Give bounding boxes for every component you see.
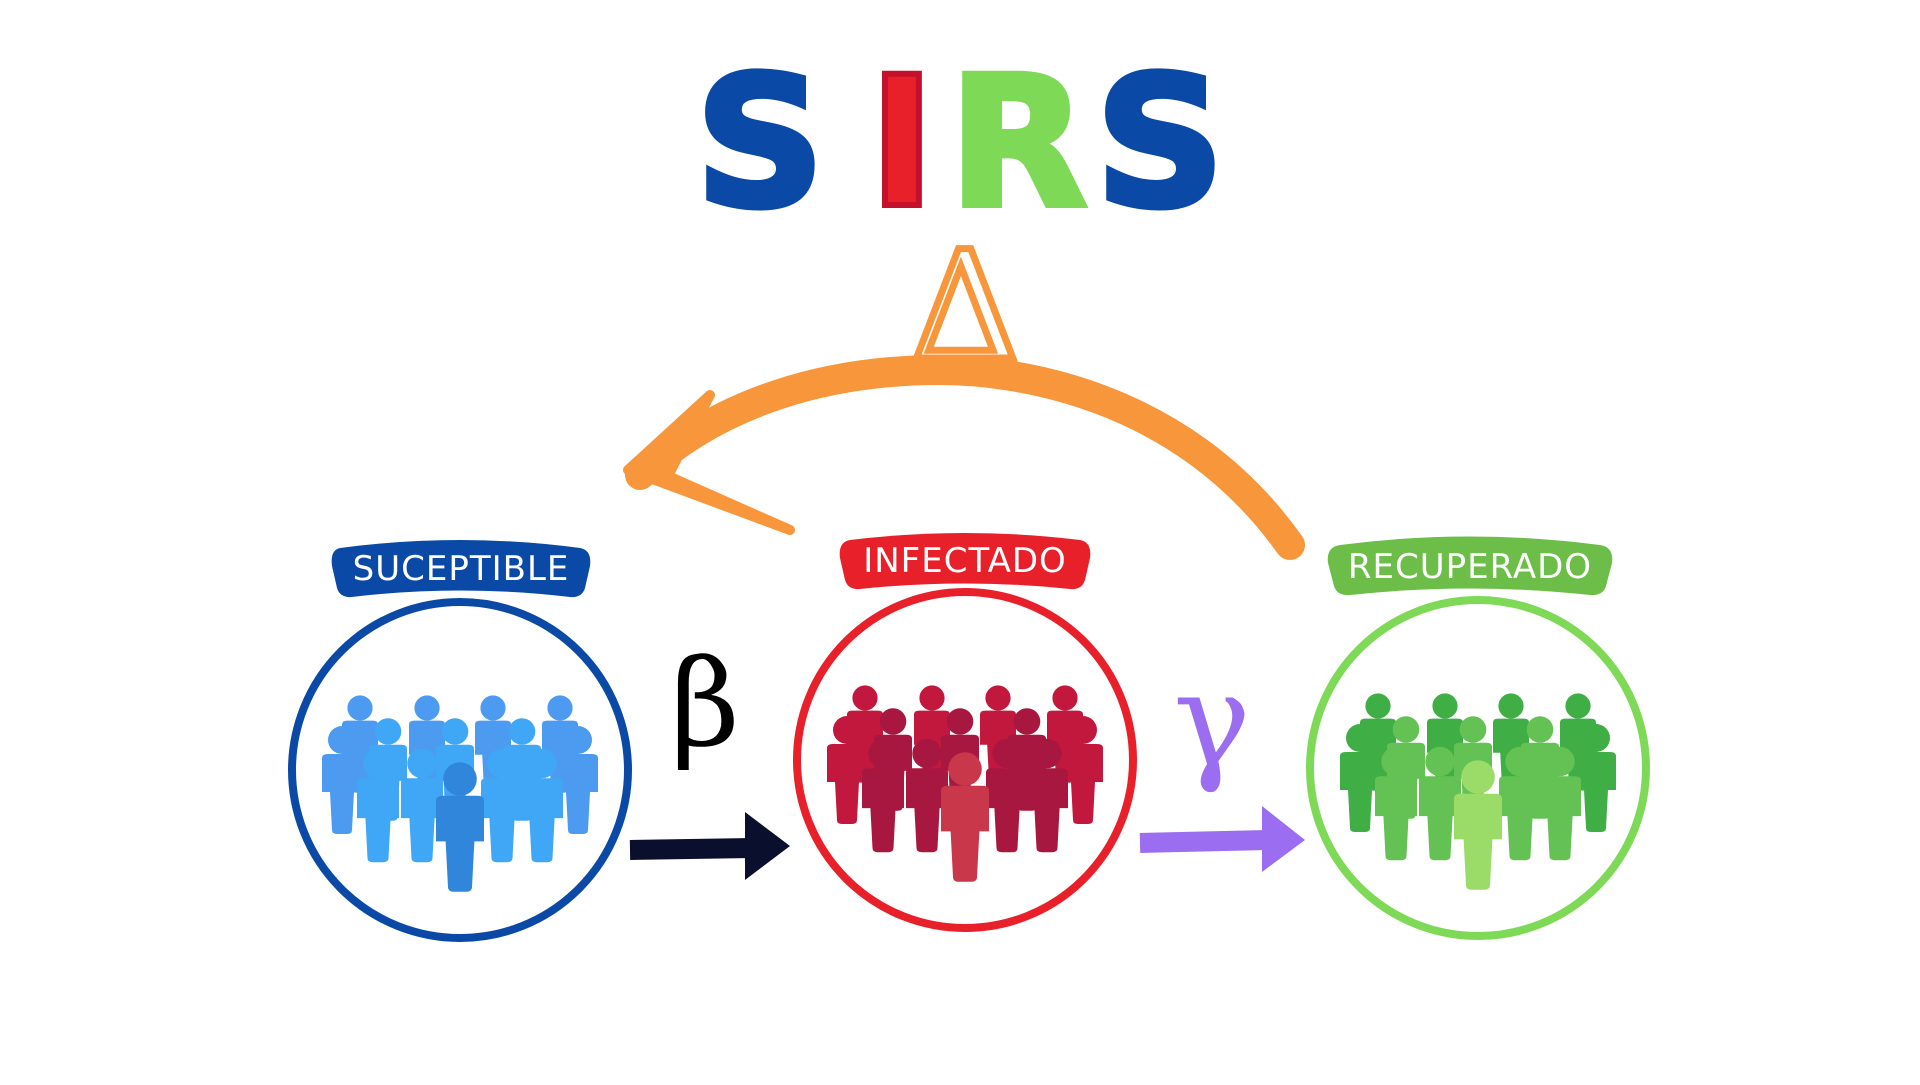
recovery-arrow bbox=[1139, 830, 1269, 853]
banner-susceptible: SUCEPTIBLE bbox=[331, 540, 591, 598]
gamma-symbol: γ bbox=[1173, 644, 1251, 796]
label-infected: INFECTADO bbox=[863, 541, 1067, 581]
title-letter-i: I bbox=[869, 39, 936, 248]
recovery-transition: γ bbox=[1139, 644, 1305, 872]
infection-transition: β bbox=[629, 635, 790, 880]
label-susceptible: SUCEPTIBLE bbox=[353, 549, 570, 589]
banner-recovered: RECUPERADO bbox=[1327, 536, 1613, 596]
loss-of-immunity-arrow bbox=[623, 354, 1305, 560]
title-letter-s2: S bbox=[1095, 39, 1225, 248]
infection-arrow bbox=[629, 838, 753, 860]
title-letter-r: R bbox=[949, 39, 1088, 248]
banner-infected: INFECTADO bbox=[839, 533, 1091, 590]
title-letter-s: S bbox=[695, 39, 825, 248]
label-recovered: RECUPERADO bbox=[1348, 547, 1592, 587]
beta-symbol: β bbox=[670, 635, 739, 774]
title: S I R S bbox=[692, 36, 1228, 251]
